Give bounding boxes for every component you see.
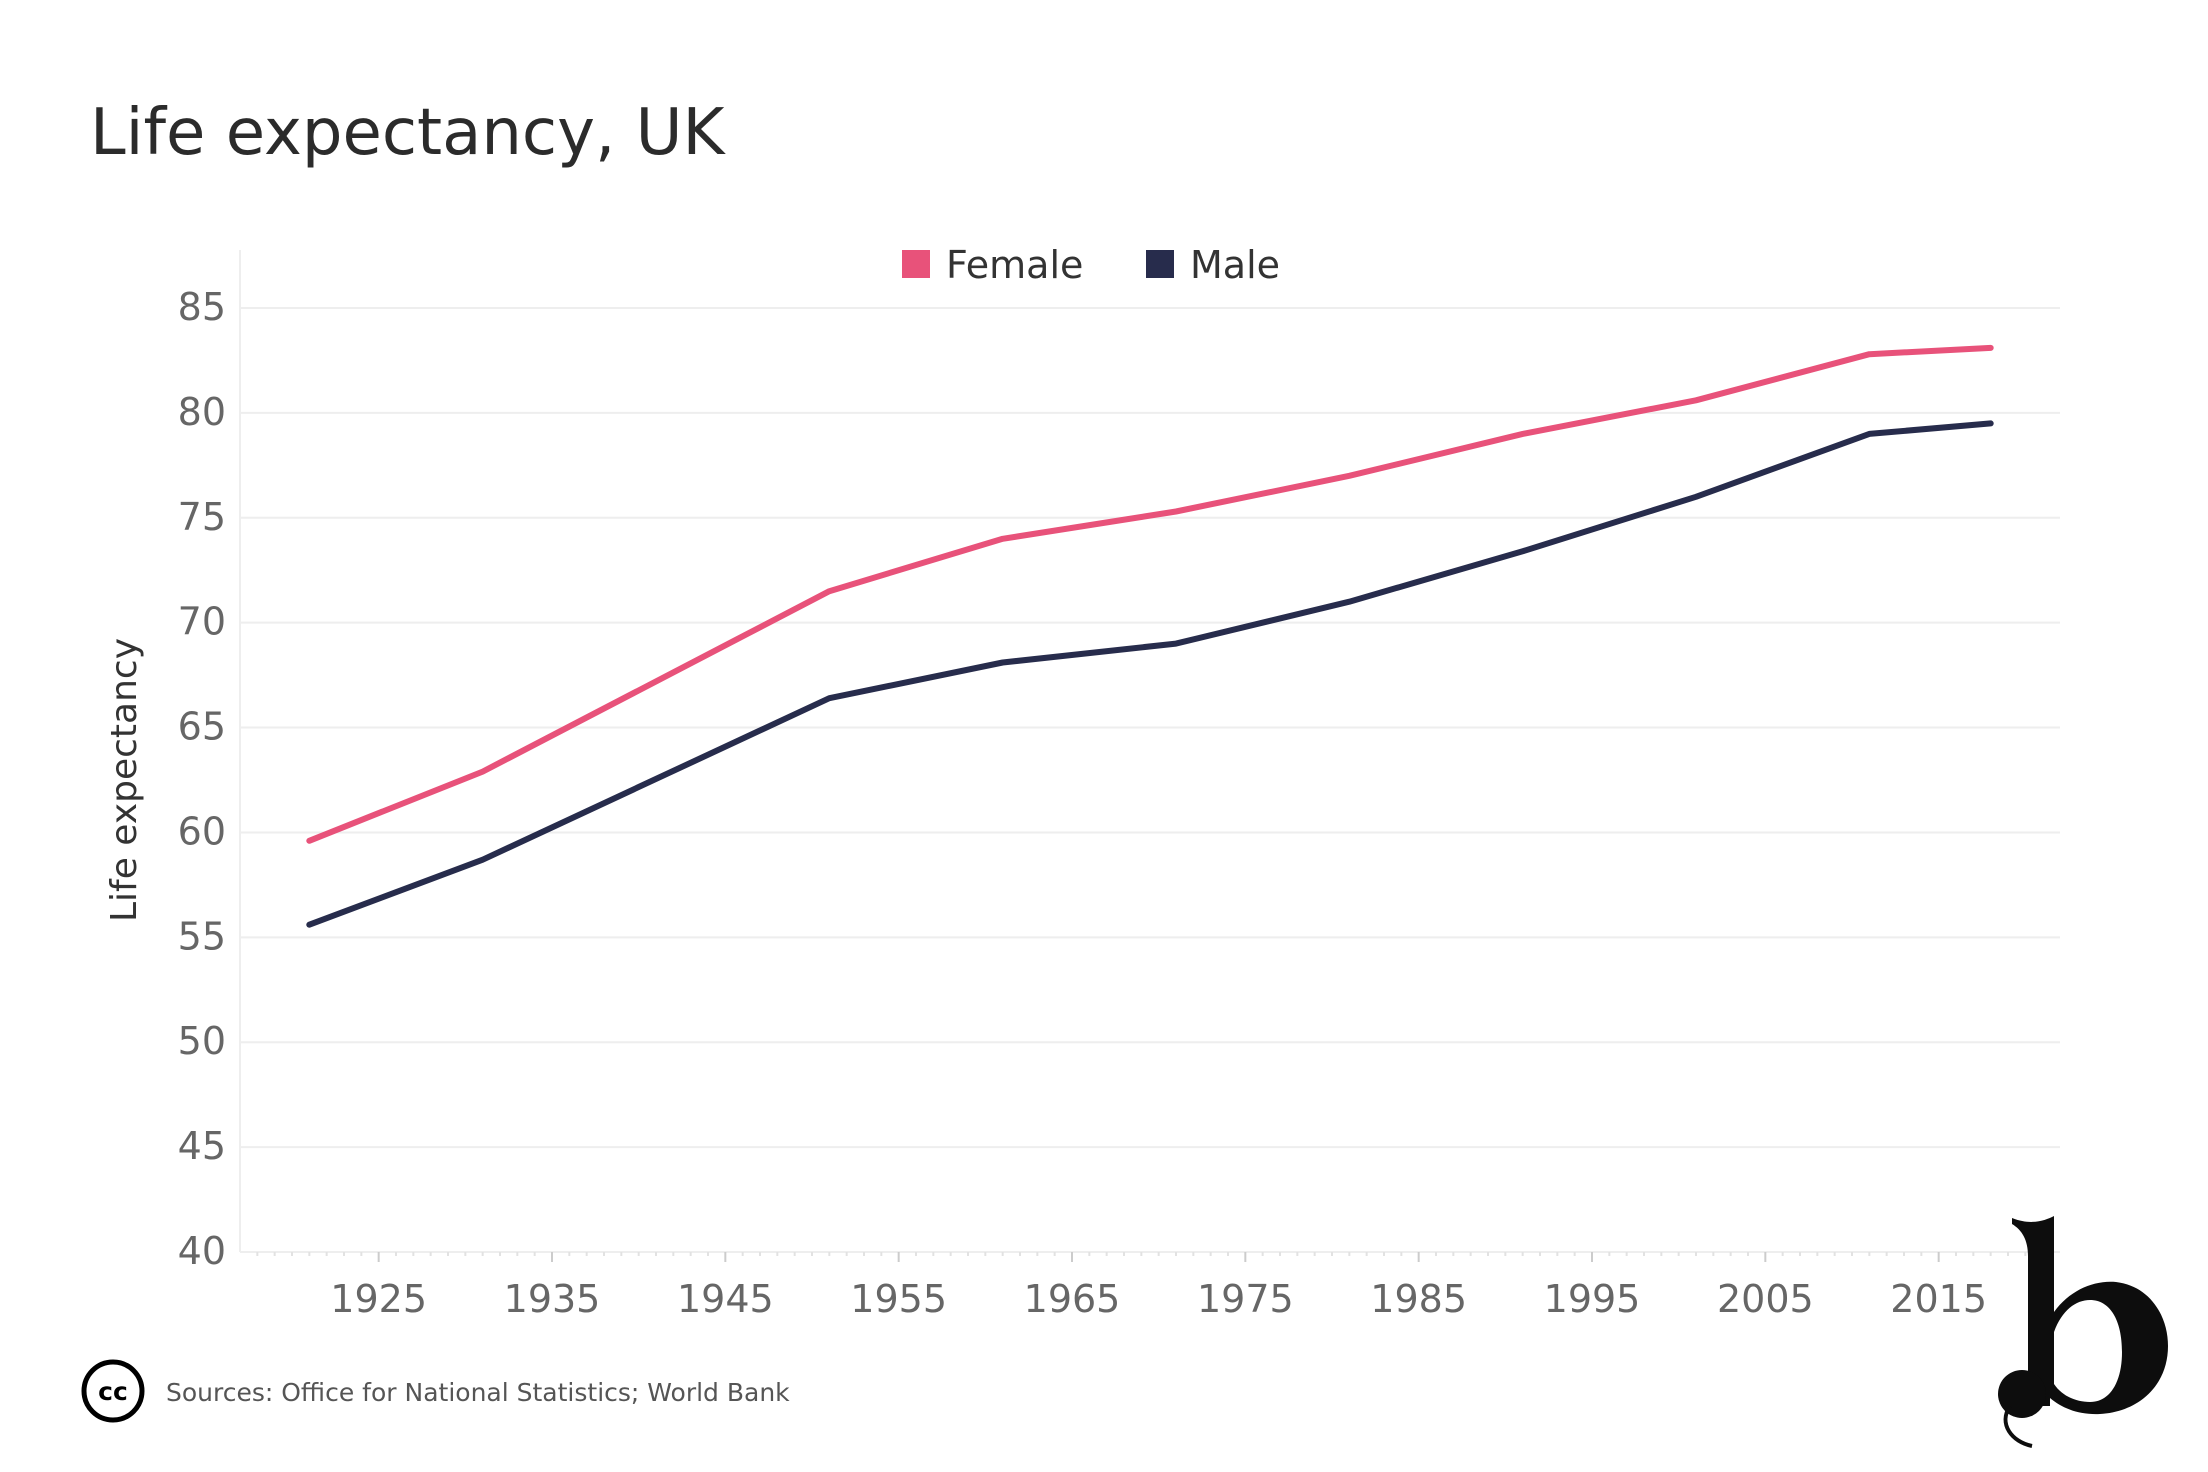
- series-line-male: [306, 420, 1994, 928]
- axes: 40 45 50 55 60 65 70 75 80 85 1925 1935 1945 1955 1965…: [104, 250, 2044, 1321]
- chart-title: Life expectancy, UK: [90, 96, 725, 170]
- y-axis-title: Life expectancy: [104, 638, 145, 922]
- x-tick-label: 1925: [330, 1277, 427, 1321]
- grid-lines: [240, 307, 2060, 1253]
- legend-swatch-male: [1146, 250, 1174, 278]
- y-tick-label: 55: [178, 914, 226, 958]
- x-tick-label: 1965: [1024, 1277, 1121, 1321]
- source-note: Sources: Office for National Statistics;…: [166, 1378, 790, 1407]
- series-line-female: [306, 344, 1994, 844]
- legend: Female Male: [902, 243, 1280, 287]
- y-tick-label: 75: [178, 495, 226, 539]
- legend-label-male: Male: [1190, 243, 1280, 287]
- series-lines: [306, 344, 1994, 928]
- y-tick-label: 70: [178, 600, 226, 644]
- x-tick-label: 1935: [504, 1277, 601, 1321]
- x-tick-label: 2005: [1717, 1277, 1814, 1321]
- x-tick-label: 1995: [1544, 1277, 1641, 1321]
- x-tick-label: 1985: [1370, 1277, 1467, 1321]
- creative-commons-icon: cc: [81, 1359, 145, 1423]
- y-tick-label: 85: [178, 285, 226, 329]
- y-tick-label: 50: [178, 1019, 226, 1063]
- y-tick-label: 40: [178, 1229, 226, 1273]
- y-tick-label: 45: [178, 1124, 226, 1168]
- y-tick-label: 65: [178, 705, 226, 749]
- legend-label-female: Female: [946, 243, 1083, 287]
- svg-text:cc: cc: [98, 1377, 128, 1406]
- y-tick-label: 60: [178, 809, 226, 853]
- x-tick-label: 1955: [850, 1277, 947, 1321]
- y-tick-label: 80: [178, 390, 226, 434]
- x-tick-label: 1945: [677, 1277, 774, 1321]
- legend-swatch-female: [902, 250, 930, 278]
- x-tick-label: 1975: [1197, 1277, 1294, 1321]
- b-logo-icon: [1998, 1216, 2168, 1448]
- x-tick-label: 2015: [1890, 1277, 1987, 1321]
